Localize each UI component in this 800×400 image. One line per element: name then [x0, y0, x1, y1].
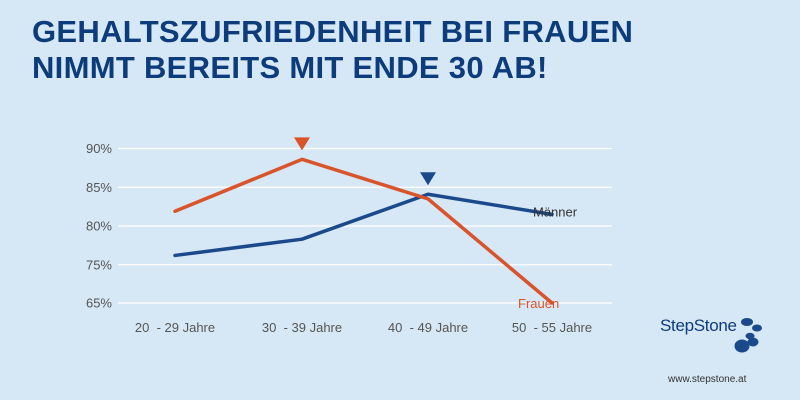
logo-text: StepStone: [660, 316, 737, 335]
y-axis: 90% 85% 80% 75% 65%: [86, 141, 112, 311]
stepstone-stones-icon: [734, 318, 762, 353]
y-tick-label: 85%: [86, 180, 112, 195]
peak-markers: [294, 137, 436, 186]
x-tick-label: 50 - 55 Jahre: [512, 320, 592, 335]
series-lines: [173, 157, 554, 305]
x-tick-label: 40 - 49 Jahre: [388, 320, 468, 335]
series-line-frauen: [173, 157, 554, 305]
series-label: Männer: [533, 204, 578, 219]
y-tick-label: 80%: [86, 219, 112, 234]
peak-marker-icon: [294, 137, 310, 151]
series-label: Frauen: [518, 296, 559, 311]
grid: [118, 147, 612, 304]
series-line-maenner: [173, 192, 554, 258]
headline-line-2: NIMMT BEREITS MIT ENDE 30 AB!: [32, 50, 548, 85]
headline-line-1: GEHALTSZUFRIEDENHEIT BEI FRAUEN: [32, 14, 634, 49]
y-tick-label: 65%: [86, 296, 112, 311]
series-labels: Männer Frauen: [518, 204, 578, 311]
x-tick-label: 20 - 29 Jahre: [135, 320, 215, 335]
y-tick-label: 90%: [86, 141, 112, 156]
website-url: www.stepstone.at: [668, 374, 747, 385]
y-tick-label: 75%: [86, 257, 112, 272]
x-axis: 20 - 29 Jahre 30 - 39 Jahre 40 - 49 Jahre 5…: [135, 320, 592, 335]
stepstone-logo: StepStone: [660, 312, 780, 362]
chart-title: GEHALTSZUFRIEDENHEIT BEI FRAUEN NIMMT BE…: [32, 14, 633, 86]
peak-marker-icon: [420, 172, 436, 186]
x-tick-label: 30 - 39 Jahre: [262, 320, 342, 335]
